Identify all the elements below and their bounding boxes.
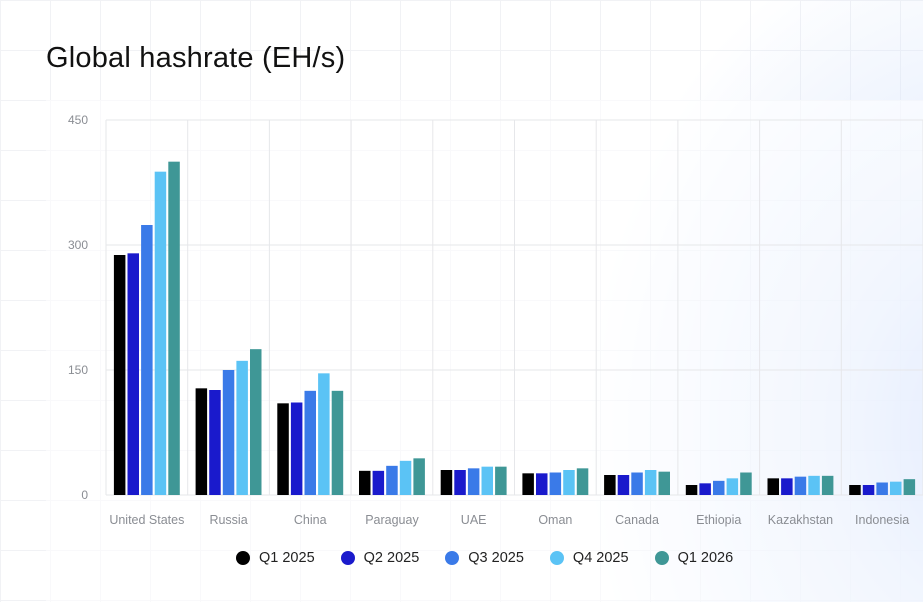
x-tick-label: Indonesia — [855, 513, 909, 527]
bar-oman-q1-2025 — [522, 473, 534, 495]
bar-uae-q4-2025 — [481, 466, 493, 495]
x-tick-label: United States — [109, 513, 184, 527]
x-tick-label: Oman — [538, 513, 572, 527]
bar-uae-q2-2025 — [454, 470, 466, 495]
bar-oman-q4-2025 — [563, 470, 575, 495]
bar-ethiopia-q2-2025 — [699, 483, 711, 495]
bar-uae-q1-2026 — [495, 466, 507, 495]
bar-ethiopia-q1-2025 — [685, 485, 698, 495]
legend-swatch — [549, 551, 564, 565]
chart-card — [46, 100, 923, 602]
legend-swatch — [340, 551, 355, 565]
bar-ethiopia-q4-2025 — [726, 478, 739, 495]
bar-canada-q4-2025 — [644, 470, 657, 495]
y-tick-label: 450 — [68, 113, 88, 127]
bar-ethiopia-q3-2025 — [713, 480, 725, 495]
bar-russia-q3-2025 — [222, 370, 235, 495]
x-tick-label: UAE — [461, 513, 487, 527]
legend-swatch — [654, 551, 669, 565]
bar-canada-q1-2026 — [658, 471, 670, 495]
bar-united-states-q1-2025 — [113, 255, 126, 495]
x-tick-label: China — [294, 513, 327, 527]
bar-kazakhstan-q1-2025 — [767, 478, 779, 495]
legend-label: Q2 2025 — [363, 550, 420, 566]
bar-uae-q3-2025 — [467, 468, 480, 495]
bar-russia-q1-2025 — [195, 388, 208, 495]
bar-china-q2-2025 — [290, 402, 303, 495]
chart-title: Global hashrate (EH/s) — [46, 42, 346, 74]
bar-indonesia-q1-2026 — [903, 479, 916, 495]
legend-item: Q1 2025 — [236, 550, 315, 566]
bar-paraguay-q1-2026 — [413, 458, 425, 495]
legend-label: Q1 2026 — [677, 550, 734, 566]
bar-uae-q1-2025 — [440, 470, 453, 495]
bar-united-states-q1-2026 — [168, 161, 180, 495]
bar-paraguay-q4-2025 — [399, 460, 412, 495]
bar-oman-q2-2025 — [536, 473, 548, 495]
bar-canada-q1-2025 — [604, 475, 616, 495]
y-tick-label: 150 — [68, 363, 88, 377]
bar-china-q1-2026 — [331, 390, 344, 495]
bar-united-states-q2-2025 — [127, 253, 139, 495]
legend-item: Q1 2026 — [654, 550, 734, 566]
bar-united-states-q3-2025 — [141, 225, 153, 495]
legend-swatch — [236, 551, 250, 565]
bar-canada-q3-2025 — [631, 472, 643, 495]
bar-indonesia-q3-2025 — [876, 482, 888, 495]
bar-indonesia-q2-2025 — [862, 485, 875, 495]
bar-paraguay-q2-2025 — [372, 470, 385, 495]
legend-label: Q3 2025 — [468, 550, 524, 566]
bar-russia-q4-2025 — [236, 360, 248, 495]
legend-label: Q1 2025 — [259, 550, 315, 566]
x-tick-label: Ethiopia — [696, 513, 741, 527]
bar-china-q4-2025 — [318, 373, 330, 495]
x-tick-label: Paraguay — [365, 513, 419, 527]
legend-label: Q4 2025 — [572, 550, 629, 566]
bar-kazakhstan-q4-2025 — [808, 475, 820, 495]
x-tick-label: Kazakhstan — [768, 513, 833, 527]
legend-item: Q2 2025 — [340, 550, 420, 566]
legend-item: Q4 2025 — [549, 550, 629, 566]
x-tick-label: Russia — [209, 513, 247, 527]
bar-paraguay-q1-2025 — [359, 470, 371, 495]
y-tick-label: 0 — [81, 488, 88, 502]
bar-kazakhstan-q3-2025 — [794, 476, 807, 495]
bar-indonesia-q4-2025 — [890, 481, 902, 495]
bar-china-q1-2025 — [277, 403, 289, 495]
bar-russia-q2-2025 — [209, 390, 221, 495]
bar-china-q3-2025 — [304, 390, 316, 495]
legend-swatch — [445, 551, 460, 565]
bar-paraguay-q3-2025 — [386, 465, 398, 495]
bar-kazakhstan-q2-2025 — [781, 478, 793, 495]
bar-canada-q2-2025 — [617, 475, 630, 495]
bar-russia-q1-2026 — [250, 349, 262, 495]
bar-oman-q1-2026 — [576, 468, 589, 495]
y-tick-label: 300 — [68, 238, 88, 252]
x-tick-label: Canada — [615, 513, 659, 527]
bar-united-states-q4-2025 — [154, 171, 167, 495]
chart-legend: Q1 2025 Q2 2025 Q3 2025 Q4 2025 Q1 2026 — [236, 550, 759, 566]
bar-kazakhstan-q1-2026 — [821, 475, 834, 495]
legend-item: Q3 2025 — [445, 550, 524, 566]
bar-indonesia-q1-2025 — [849, 485, 861, 495]
bar-oman-q3-2025 — [549, 472, 562, 495]
bar-ethiopia-q1-2026 — [740, 472, 752, 495]
